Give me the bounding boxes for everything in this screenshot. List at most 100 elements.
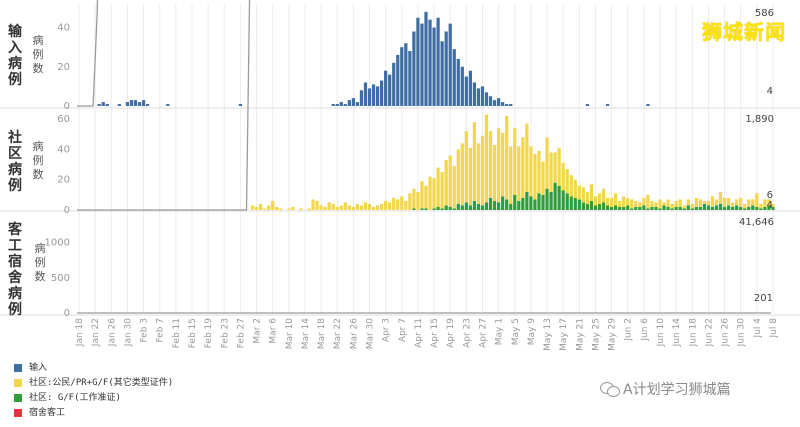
bar — [456, 149, 460, 204]
bar — [412, 188, 416, 209]
x-tick-label: Apr 3 — [382, 318, 392, 342]
bar — [408, 193, 412, 210]
bar — [735, 199, 739, 206]
bar — [597, 193, 602, 204]
bar — [658, 208, 662, 210]
bar — [392, 62, 396, 106]
x-tick-label: May 21 — [575, 318, 585, 351]
bar — [448, 155, 452, 207]
bar — [363, 202, 368, 210]
bar — [444, 160, 448, 206]
bar — [702, 200, 707, 204]
bar — [674, 206, 678, 210]
bar — [392, 197, 396, 210]
cumulative-total-label: 586 — [755, 8, 774, 19]
bar — [747, 206, 751, 210]
bar — [694, 197, 698, 207]
bar — [743, 203, 747, 209]
bar — [436, 206, 440, 210]
bar — [315, 200, 319, 210]
bar — [686, 199, 690, 206]
bar — [436, 167, 440, 207]
bar — [537, 193, 541, 210]
bar — [763, 206, 767, 210]
bar — [488, 131, 493, 198]
legend-swatch — [14, 408, 22, 417]
bar — [739, 197, 743, 207]
bar — [472, 82, 477, 106]
bar — [380, 80, 384, 106]
bar — [452, 49, 456, 106]
bar — [731, 206, 735, 210]
bar — [444, 31, 448, 106]
bar — [533, 199, 537, 210]
last-value-label: 201 — [754, 293, 773, 304]
bar — [472, 200, 477, 210]
bar — [351, 206, 355, 210]
bar — [327, 202, 331, 210]
bar — [755, 193, 759, 207]
bar — [145, 104, 150, 106]
bar — [384, 70, 388, 106]
bar — [456, 58, 460, 106]
panel3-ylabel: 病例数 — [34, 242, 46, 283]
x-tick-label: Jun 2 — [624, 318, 634, 342]
bar — [569, 196, 573, 210]
bar — [339, 205, 343, 210]
x-tick-label: Mar 30 — [366, 318, 376, 350]
bar — [367, 88, 372, 106]
bar — [488, 197, 493, 210]
bar — [609, 206, 614, 210]
x-tick-label: Jun 18 — [688, 318, 698, 348]
bar — [359, 90, 364, 106]
x-tick-label: Apr 7 — [398, 318, 408, 342]
last-value-label: 4 — [767, 86, 773, 97]
bar — [335, 206, 339, 210]
bar — [573, 197, 577, 210]
bar — [650, 206, 654, 210]
bar — [718, 203, 723, 210]
x-tick-label: Mar 2 — [253, 318, 263, 344]
bar — [476, 143, 481, 204]
bar — [545, 137, 549, 189]
bar — [722, 197, 727, 207]
legend-label: 社区: G/F(工作准证) — [29, 392, 121, 403]
bar — [601, 188, 606, 203]
bar — [432, 27, 436, 107]
bar — [509, 104, 513, 106]
bar — [484, 114, 489, 203]
bar — [416, 191, 420, 210]
x-tick-label: May 17 — [559, 318, 569, 351]
bar — [420, 23, 424, 106]
bar — [347, 100, 351, 106]
bar — [509, 203, 513, 210]
bar — [367, 203, 372, 210]
x-tick-label: Jan 26 — [107, 318, 117, 347]
bar — [618, 200, 622, 207]
x-tick-label: May 29 — [608, 318, 618, 351]
bar — [561, 163, 565, 191]
bar — [694, 206, 698, 210]
bar — [311, 199, 315, 210]
bar — [400, 196, 404, 210]
bar — [476, 203, 481, 210]
bar — [722, 206, 727, 210]
grid-layer — [0, 4, 800, 316]
bar — [363, 82, 368, 106]
x-tick-label: Mar 14 — [301, 318, 311, 350]
bar — [545, 188, 549, 210]
bar — [698, 206, 702, 210]
bar — [541, 161, 545, 195]
panel2-ylabel: 病例数 — [32, 140, 44, 181]
bar — [618, 206, 622, 210]
bar — [682, 205, 686, 209]
bar — [593, 205, 598, 210]
bar — [735, 205, 739, 210]
bar — [359, 205, 364, 210]
legend-swatch — [14, 378, 22, 387]
bar — [492, 100, 497, 106]
bar — [521, 137, 525, 198]
bar — [484, 202, 489, 210]
bar — [614, 193, 618, 206]
